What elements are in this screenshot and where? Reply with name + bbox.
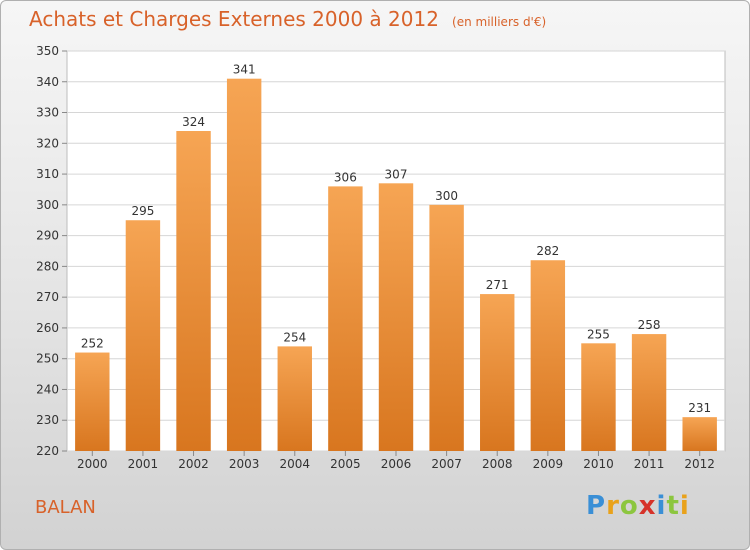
x-tick-label: 2008 bbox=[482, 457, 513, 471]
x-tick-label: 2002 bbox=[178, 457, 209, 471]
data-label: 341 bbox=[233, 63, 256, 77]
x-tick-label: 2003 bbox=[229, 457, 260, 471]
y-tick-label: 250 bbox=[36, 352, 59, 366]
y-tick-label: 220 bbox=[36, 444, 59, 458]
x-tick-label: 2010 bbox=[583, 457, 614, 471]
data-label: 282 bbox=[536, 244, 559, 258]
bar-2008 bbox=[480, 294, 515, 451]
x-tick-label: 2007 bbox=[431, 457, 462, 471]
bar-2000 bbox=[75, 352, 110, 451]
bar-2003 bbox=[226, 78, 262, 451]
data-label: 254 bbox=[283, 330, 306, 344]
y-tick-label: 280 bbox=[36, 259, 59, 273]
data-label: 295 bbox=[131, 204, 154, 218]
logo-letter: t bbox=[666, 491, 680, 521]
bar-2001 bbox=[125, 220, 161, 451]
y-tick-label: 240 bbox=[36, 382, 59, 396]
x-tick-label: 2004 bbox=[279, 457, 310, 471]
bar-2006 bbox=[378, 183, 414, 452]
proxiti-logo: Proxiti bbox=[586, 491, 690, 521]
x-tick-label: 2000 bbox=[77, 457, 108, 471]
y-tick-label: 230 bbox=[36, 413, 59, 427]
bar-2009 bbox=[530, 260, 566, 451]
y-tick-label: 350 bbox=[36, 44, 59, 58]
data-label: 307 bbox=[385, 167, 408, 181]
data-label: 255 bbox=[587, 327, 610, 341]
bar-2012 bbox=[682, 417, 717, 451]
x-tick-label: 2006 bbox=[381, 457, 412, 471]
bar-2002 bbox=[176, 131, 211, 451]
x-tick-label: 2009 bbox=[533, 457, 564, 471]
data-label: 258 bbox=[638, 318, 661, 332]
x-tick-label: 2011 bbox=[634, 457, 665, 471]
y-tick-label: 330 bbox=[36, 106, 59, 120]
logo-letter: x bbox=[638, 491, 657, 521]
data-label: 324 bbox=[182, 115, 205, 129]
data-label: 306 bbox=[334, 170, 357, 184]
data-label: 300 bbox=[435, 189, 458, 203]
bar-2004 bbox=[277, 346, 312, 451]
bar-2011 bbox=[631, 334, 667, 451]
logo-letter: o bbox=[619, 491, 639, 521]
y-axis: 220 230 240 250 260 270 280 290 300 310 320 330 340 3… bbox=[36, 44, 67, 458]
bars: 252 295 324 341 254 306 307 300 271 282 255 258 231 bbox=[75, 63, 717, 452]
bar-2007 bbox=[429, 204, 464, 451]
chart-subtitle: (en milliers d'€) bbox=[452, 15, 547, 29]
y-tick-label: 310 bbox=[36, 167, 59, 181]
bar-2010 bbox=[581, 343, 616, 451]
chart-title: Achats et Charges Externes 2000 à 2012 bbox=[29, 7, 439, 31]
logo-letter: P bbox=[586, 491, 607, 521]
commune-name: BALAN bbox=[35, 497, 96, 518]
data-label: 271 bbox=[486, 278, 509, 292]
y-tick-label: 290 bbox=[36, 229, 59, 243]
data-label: 231 bbox=[688, 401, 711, 415]
y-tick-label: 260 bbox=[36, 321, 59, 335]
chart-title-block: Achats et Charges Externes 2000 à 2012 (… bbox=[29, 7, 546, 31]
data-label: 252 bbox=[81, 337, 104, 351]
x-tick-label: 2001 bbox=[128, 457, 159, 471]
x-tick-label: 2005 bbox=[330, 457, 361, 471]
x-tick-label: 2012 bbox=[684, 457, 715, 471]
y-tick-label: 320 bbox=[36, 136, 59, 150]
logo-letter: r bbox=[606, 491, 620, 521]
y-tick-label: 340 bbox=[36, 75, 59, 89]
y-tick-label: 270 bbox=[36, 290, 59, 304]
logo-letter: i bbox=[656, 491, 667, 521]
x-axis: 2000 2001 2002 2003 2004 2005 2006 2007 2008 2009… bbox=[77, 451, 715, 471]
y-tick-label: 300 bbox=[36, 198, 59, 212]
logo-letter: i bbox=[679, 491, 690, 521]
bar-2005 bbox=[328, 186, 363, 451]
